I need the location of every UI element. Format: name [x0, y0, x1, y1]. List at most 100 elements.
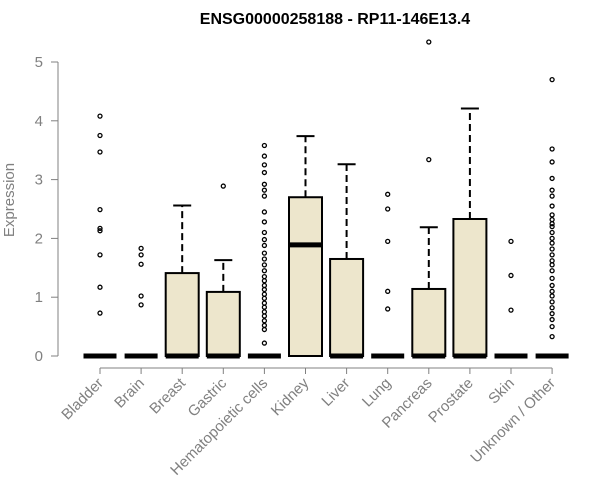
box-group — [452, 107, 488, 359]
outlier-point — [549, 293, 555, 299]
outlier-point — [426, 39, 432, 45]
outlier-point — [261, 278, 268, 284]
outlier-point — [261, 268, 268, 274]
x-tick-label: Skin — [485, 375, 518, 408]
outlier-point — [549, 252, 555, 258]
box — [411, 287, 447, 357]
outlier-point — [97, 284, 103, 290]
outlier-point — [261, 187, 268, 193]
y-axis-label: Expression — [1, 163, 18, 237]
box — [164, 272, 200, 358]
x-tick-label: Kidney — [268, 374, 313, 419]
outlier-point — [220, 183, 226, 189]
outlier-point — [549, 262, 555, 268]
outlier-point — [97, 149, 103, 155]
chart-title: ENSG00000258188 - RP11-146E13.4 — [200, 11, 471, 28]
outlier-point — [261, 300, 268, 306]
outlier-point — [549, 258, 555, 264]
outlier-point — [261, 219, 268, 225]
outlier-point — [261, 242, 268, 249]
outlier-point — [97, 113, 103, 119]
outlier-point — [261, 326, 268, 333]
outlier-point — [261, 181, 268, 187]
outlier-point — [549, 221, 555, 227]
outlier-point — [549, 246, 555, 252]
outlier-point — [261, 256, 268, 262]
outlier-point — [549, 146, 555, 152]
y-tick-label: 5 — [35, 54, 43, 71]
outlier-point — [261, 153, 268, 159]
outlier-point — [261, 169, 268, 176]
outlier-point — [549, 229, 555, 236]
outlier-point — [549, 223, 555, 230]
box — [452, 217, 488, 357]
outlier-point — [508, 238, 514, 244]
y-axis: 0 1 2 3 4 5 — [35, 54, 59, 365]
outlier-point — [549, 187, 555, 193]
outlier-point — [385, 191, 391, 197]
y-tick-label: 3 — [35, 172, 43, 189]
outlier-point — [426, 156, 432, 163]
outlier-point — [549, 268, 555, 274]
outlier-point — [549, 288, 555, 294]
outlier-point — [549, 203, 555, 209]
outlier-point — [549, 333, 555, 340]
outlier-point — [97, 228, 103, 234]
x-tick-label: Lung — [359, 375, 395, 411]
outlier-point — [549, 76, 555, 83]
outlier-point — [261, 309, 268, 315]
x-tick-label: Brain — [111, 375, 148, 412]
box-group — [329, 163, 365, 359]
outlier-point — [549, 275, 555, 282]
box-group — [247, 142, 281, 359]
x-tick-label: Breast — [146, 374, 189, 417]
outlier-point — [261, 340, 268, 346]
outlier-point — [138, 293, 144, 299]
outlier-point — [97, 310, 103, 316]
outlier-point — [549, 311, 555, 317]
outlier-point — [549, 159, 555, 165]
outlier-point — [508, 272, 514, 279]
outlier-point — [549, 193, 555, 199]
box — [329, 257, 365, 358]
y-tick-label: 4 — [35, 113, 43, 130]
outlier-point — [261, 162, 268, 168]
outlier-point — [549, 212, 555, 218]
y-tick-label: 0 — [35, 348, 43, 365]
outlier-point — [261, 193, 268, 199]
box — [288, 196, 323, 357]
box-group — [124, 245, 158, 359]
outlier-point — [549, 240, 555, 246]
outlier-point — [549, 305, 555, 311]
outlier-point — [261, 209, 268, 215]
x-tick-label: Prostate — [425, 375, 477, 427]
outlier-point — [97, 206, 103, 213]
outlier-point — [549, 323, 555, 330]
outlier-point — [385, 288, 391, 294]
outlier-point — [97, 252, 103, 258]
outlier-point — [261, 291, 268, 297]
box-group — [411, 39, 447, 359]
outlier-point — [549, 299, 555, 305]
outlier-point — [138, 302, 144, 308]
outlier-point — [97, 132, 103, 139]
outlier-point — [549, 235, 555, 242]
outlier-point — [261, 250, 268, 256]
x-tick-label: Bladder — [58, 375, 107, 424]
outlier-point — [261, 142, 268, 149]
outlier-point — [549, 316, 555, 323]
box-group — [205, 183, 241, 359]
x-tick-label: Liver — [318, 375, 353, 410]
box-group — [371, 191, 405, 359]
outlier-point — [385, 206, 391, 212]
outlier-point — [261, 286, 268, 293]
y-tick-label: 2 — [35, 230, 43, 247]
outlier-point — [261, 318, 268, 324]
outlier-point — [261, 282, 268, 289]
box-group — [535, 76, 569, 359]
outlier-point — [549, 216, 555, 223]
box — [205, 290, 241, 357]
outlier-point — [261, 236, 268, 243]
